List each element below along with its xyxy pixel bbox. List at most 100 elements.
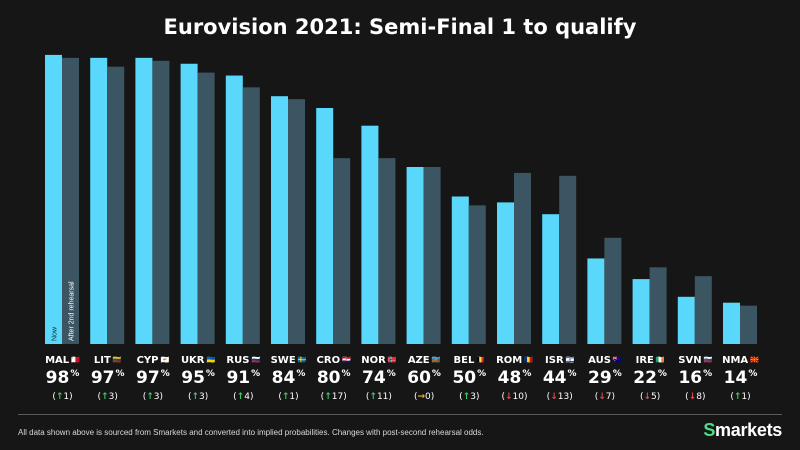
category-label-swe: SWE 🇸🇪 <box>266 355 311 366</box>
bar-after-rehearsal-swe <box>288 99 305 345</box>
bar-after-rehearsal-mal <box>62 57 79 344</box>
flag-icon: 🇦🇺 <box>612 356 622 364</box>
bar-now-ire <box>632 279 650 344</box>
change-down-icon: ↓ <box>598 392 606 402</box>
category-code: NMA <box>722 355 749 366</box>
bar-now-cyp <box>135 57 153 344</box>
flag-icon: 🇱🇹 <box>112 356 122 364</box>
bar-now-bel <box>451 196 469 344</box>
change-label-isr: (↓13) <box>546 392 573 402</box>
flag-icon: 🇮🇪 <box>655 356 665 364</box>
category-code: AUS <box>588 355 611 366</box>
change-down-icon: ↓ <box>688 392 697 402</box>
flag-icon: 🇲🇹 <box>71 356 80 364</box>
change-label-lit: (↑3) <box>97 392 118 402</box>
logo-mark: S <box>703 420 716 440</box>
bar-after-rehearsal-ukr <box>197 72 215 344</box>
bar-after-rehearsal-isr <box>559 175 577 344</box>
value-label-nor: 74% <box>362 368 396 388</box>
flag-icon: 🇮🇱 <box>565 356 575 364</box>
category-code: SWE <box>270 355 296 366</box>
value-label-aze: 60% <box>407 368 441 388</box>
change-down-icon: ↓ <box>550 392 558 402</box>
change-label-ukr: (↑3) <box>187 392 209 402</box>
legend-label-now: Now <box>52 326 59 341</box>
source-footnote: All data shown above is sourced from Sma… <box>18 428 484 437</box>
change-label-aze: (→0) <box>413 392 435 402</box>
bar-after-rehearsal-aze <box>423 167 441 344</box>
bar-now-ukr <box>180 63 198 344</box>
category-label-ukr: UKR 🇺🇦 <box>176 355 221 366</box>
category-code: RUS <box>226 355 250 366</box>
value-label-rom: 48% <box>497 368 532 388</box>
category-label-ire: IRE 🇮🇪 <box>628 355 673 366</box>
change-up-icon: ↑ <box>146 392 154 402</box>
change-label-cyp: (↑3) <box>142 392 164 402</box>
change-up-icon: ↑ <box>462 392 471 402</box>
value-label-ire: 22% <box>633 368 667 388</box>
change-label-rus: (↑4) <box>233 392 254 402</box>
category-label-isr: ISR 🇮🇱 <box>537 355 582 366</box>
category-code: AZE <box>407 355 430 366</box>
category-code: IRE <box>635 355 654 366</box>
change-up-icon: ↑ <box>101 392 109 402</box>
chart-title: Eurovision 2021: Semi-Final 1 to qualify <box>163 15 637 39</box>
flag-icon: 🇺🇦 <box>206 356 216 364</box>
category-code: NOR <box>361 355 386 366</box>
category-code: SVN <box>678 355 702 366</box>
category-label-bel: BEL 🇧🇪 <box>447 355 492 366</box>
bar-now-nor <box>361 125 379 344</box>
category-label-cyp: CYP 🇨🇾 <box>130 355 175 366</box>
change-label-bel: (↑3) <box>459 392 480 402</box>
change-up-icon: ↑ <box>369 392 377 402</box>
flag-icon: 🇷🇺 <box>251 356 261 364</box>
bar-now-nma <box>723 302 740 344</box>
flag-icon: 🇷🇴 <box>524 356 533 364</box>
change-up-icon: ↑ <box>733 392 742 402</box>
category-label-nma: NMA 🇲🇰 <box>718 355 763 366</box>
bar-now-isr <box>542 214 560 344</box>
category-code: MAL <box>45 355 70 366</box>
change-up-icon: ↑ <box>324 392 332 402</box>
bar-now-aze <box>406 167 424 344</box>
value-label-nma: 14% <box>723 368 758 388</box>
change-label-nma: (↑1) <box>730 392 751 402</box>
change-down-icon: ↓ <box>643 392 651 402</box>
category-label-lit: LIT 🇱🇹 <box>85 355 130 366</box>
bar-after-rehearsal-rus <box>242 87 260 344</box>
bar-after-rehearsal-nor <box>378 158 396 344</box>
category-code: ISR <box>545 355 564 366</box>
change-down-icon: ↓ <box>505 392 513 402</box>
change-label-ire: (↓5) <box>639 392 661 402</box>
change-flat-icon: → <box>417 392 425 402</box>
bar-after-rehearsal-svn <box>694 276 712 344</box>
footer-divider <box>18 414 782 415</box>
legend-label-after-rehearsal: After 2nd rehearsal <box>69 281 76 341</box>
change-label-cro: (↑17) <box>320 392 347 402</box>
change-up-icon: ↑ <box>191 392 199 402</box>
bar-now-mal <box>45 54 62 345</box>
change-up-icon: ↑ <box>236 392 245 402</box>
value-label-mal: 98% <box>45 368 80 388</box>
value-label-cyp: 97% <box>136 368 170 388</box>
bar-after-rehearsal-rom <box>514 172 531 344</box>
category-label-rus: RUS 🇷🇺 <box>221 355 266 366</box>
category-code: ROM <box>496 355 523 366</box>
category-label-mal: MAL 🇲🇹 <box>40 355 85 366</box>
flag-icon: 🇸🇪 <box>297 356 307 364</box>
bar-after-rehearsal-ire <box>649 267 667 344</box>
change-up-icon: ↑ <box>281 392 290 402</box>
change-up-icon: ↑ <box>55 392 64 402</box>
category-code: LIT <box>93 355 111 366</box>
value-label-cro: 80% <box>316 368 351 388</box>
value-label-lit: 97% <box>90 368 125 388</box>
category-label-aze: AZE 🇦🇿 <box>402 355 447 366</box>
category-label-nor: NOR 🇳🇴 <box>356 355 401 366</box>
category-code: UKR <box>180 355 205 366</box>
value-label-aus: 29% <box>588 368 622 388</box>
bar-now-rus <box>225 75 243 345</box>
flag-icon: 🇲🇰 <box>750 356 759 364</box>
value-label-ukr: 95% <box>181 368 215 388</box>
bar-after-rehearsal-nma <box>740 305 757 344</box>
